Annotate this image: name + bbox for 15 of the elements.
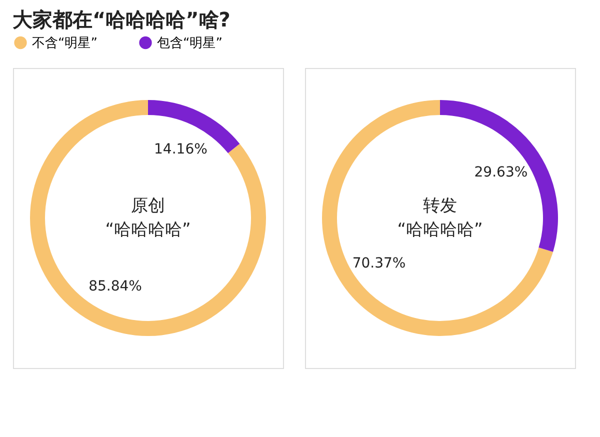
text: 转发 [423,196,457,216]
donut-slice [440,100,558,252]
data-label: 85.84% [88,278,142,295]
donut-slice [322,100,554,336]
legend-label: 包含“明星” [157,36,222,51]
text: 原创 [131,196,165,216]
legend-label: 不含“明星” [32,36,98,51]
chart-title: 大家都在“哈哈哈哈”啥? [12,8,230,32]
data-label: 70.37% [352,255,406,272]
text: “哈哈哈哈” [397,220,483,240]
data-label: 29.63% [474,164,528,181]
data-label: 14.16% [154,141,208,158]
donut-slice [30,100,266,336]
text: “哈哈哈哈” [105,220,191,240]
donut-slice [148,100,240,154]
